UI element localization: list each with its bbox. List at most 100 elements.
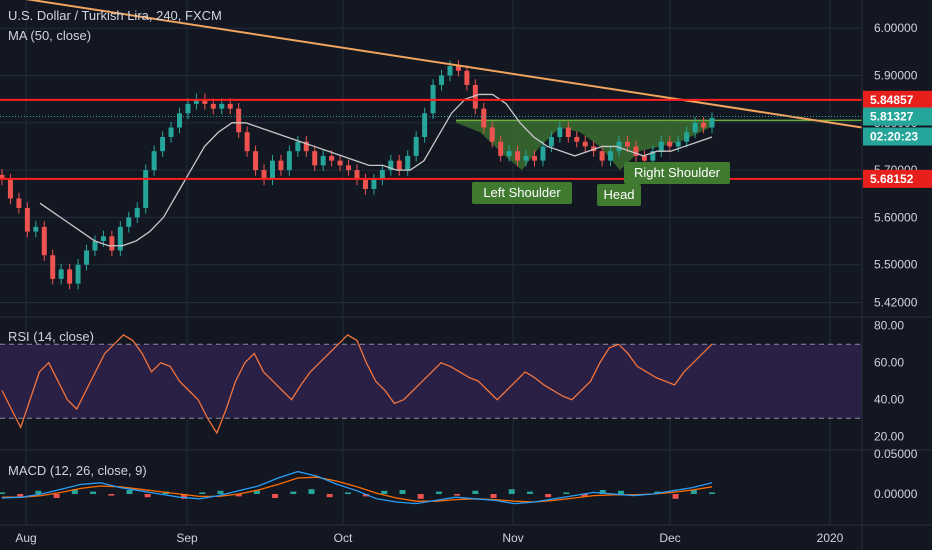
candle-body[interactable] (143, 170, 149, 208)
candle-body[interactable] (33, 226, 39, 232)
candle-body[interactable] (151, 151, 157, 171)
candle-body[interactable] (641, 155, 647, 161)
candle-body[interactable] (58, 269, 64, 279)
candle-body[interactable] (109, 236, 115, 251)
candle-body[interactable] (278, 160, 284, 171)
candle-body[interactable] (455, 66, 461, 71)
candle-body[interactable] (667, 141, 673, 147)
candle-body[interactable] (396, 160, 402, 171)
candle-body[interactable] (439, 75, 445, 85)
candle-body[interactable] (177, 113, 182, 128)
candle-body[interactable] (481, 108, 487, 128)
pattern-label-left-shoulder[interactable]: Left Shoulder (472, 182, 572, 204)
rsi-panel[interactable] (0, 334, 862, 435)
candle-body[interactable] (244, 132, 250, 152)
candle-body[interactable] (388, 160, 394, 171)
candle-body[interactable] (362, 179, 368, 190)
candle-body[interactable] (658, 141, 664, 152)
candle-body[interactable] (16, 198, 22, 208)
macd-panel[interactable] (0, 470, 715, 505)
candle-body[interactable] (405, 155, 411, 171)
candle-body[interactable] (41, 226, 47, 256)
candle-body[interactable] (498, 141, 504, 156)
candle-body[interactable] (24, 207, 30, 232)
candle-body[interactable] (202, 99, 208, 104)
candle-body[interactable] (337, 160, 343, 166)
candle-body[interactable] (295, 141, 301, 152)
candle-body[interactable] (117, 226, 123, 251)
rsi-axis[interactable]: 80.00 60.00 40.00 20.00 (874, 319, 904, 444)
candle-body[interactable] (506, 151, 512, 156)
candle-body[interactable] (599, 151, 605, 161)
pattern-label-right-shoulder[interactable]: Right Shoulder (624, 162, 730, 184)
candle-body[interactable] (320, 155, 326, 166)
candle-body[interactable] (227, 103, 233, 109)
candle-body[interactable] (168, 127, 174, 137)
candle-body[interactable] (692, 122, 698, 133)
candle-body[interactable] (269, 160, 275, 180)
candle-body[interactable] (7, 179, 13, 199)
price-panel[interactable] (0, 0, 863, 525)
candle-body[interactable] (185, 103, 191, 114)
candle-body[interactable] (413, 136, 419, 156)
candle-body[interactable] (50, 255, 56, 279)
candle-body[interactable] (684, 132, 690, 142)
candle-body[interactable] (84, 250, 90, 265)
candle-body[interactable] (472, 84, 478, 109)
macd-signal-line[interactable] (2, 476, 713, 503)
candle-body[interactable] (701, 122, 707, 128)
candle-body[interactable] (160, 136, 166, 152)
candle-body[interactable] (303, 141, 309, 152)
candle-body[interactable] (709, 118, 715, 128)
candle-body[interactable] (540, 146, 546, 161)
moving-average-line[interactable] (39, 93, 713, 247)
candle-body[interactable] (548, 136, 554, 147)
candle-body[interactable] (523, 155, 529, 161)
candle-body[interactable] (0, 174, 5, 180)
candle-body[interactable] (379, 170, 385, 180)
candle-body[interactable] (329, 155, 335, 161)
candle-body[interactable] (582, 141, 588, 147)
candle-body[interactable] (210, 103, 216, 109)
macd-histogram-bar (108, 494, 115, 496)
candle-body[interactable] (557, 127, 563, 137)
macd-axis[interactable]: 0.05000 0.00000 (874, 447, 918, 501)
candle-body[interactable] (624, 141, 630, 147)
candle-body[interactable] (489, 127, 495, 142)
candle-body[interactable] (633, 146, 639, 156)
candle-body[interactable] (286, 151, 292, 171)
candle-body[interactable] (261, 170, 267, 180)
candle-body[interactable] (126, 217, 132, 227)
candle-body[interactable] (193, 99, 199, 104)
candle-body[interactable] (422, 113, 428, 137)
candle-body[interactable] (650, 151, 656, 161)
candle-body[interactable] (219, 103, 225, 109)
candle-body[interactable] (532, 155, 537, 161)
candle-body[interactable] (608, 151, 614, 161)
pattern-label-head[interactable]: Head (597, 184, 641, 206)
candle-body[interactable] (253, 151, 259, 171)
candle-body[interactable] (515, 151, 521, 161)
candle-body[interactable] (447, 66, 453, 76)
candle-body[interactable] (565, 127, 571, 137)
candle-body[interactable] (464, 70, 470, 85)
macd-line[interactable] (1, 470, 713, 505)
candle-body[interactable] (75, 264, 81, 284)
candle-body[interactable] (92, 241, 98, 251)
candle-body[interactable] (312, 151, 318, 166)
candle-body[interactable] (675, 141, 681, 147)
candle-body[interactable] (616, 141, 622, 152)
candle-body[interactable] (354, 170, 360, 180)
candle-body[interactable] (134, 207, 140, 218)
candle-body[interactable] (67, 269, 73, 284)
time-axis[interactable]: Aug Sep Oct Nov Dec 2020 (15, 531, 843, 545)
candle-body[interactable] (100, 236, 106, 242)
candle-body[interactable] (236, 108, 242, 133)
descending-trendline[interactable] (0, 0, 863, 129)
rsi-line[interactable] (1, 334, 713, 435)
candles[interactable] (0, 60, 715, 290)
candle-body[interactable] (346, 165, 352, 171)
candle-body[interactable] (574, 136, 580, 142)
candle-body[interactable] (371, 179, 377, 190)
